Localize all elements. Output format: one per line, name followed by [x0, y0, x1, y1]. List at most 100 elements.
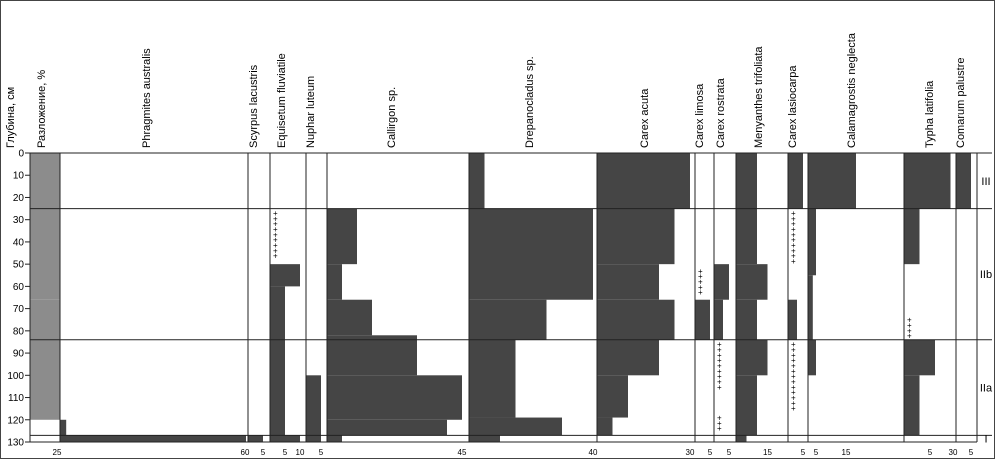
- scale-label: 15: [763, 448, 772, 457]
- trace-marker: +: [273, 225, 278, 234]
- trace-marker: +: [791, 214, 796, 223]
- scale-label: 15: [842, 448, 851, 457]
- trace-marker: +: [791, 230, 796, 239]
- scale-label: 5: [969, 448, 974, 457]
- trace-marker: +: [717, 372, 722, 381]
- bar-segment: [270, 264, 300, 287]
- depth-tick-label: 110: [8, 393, 24, 404]
- scale-label: 30: [686, 448, 695, 457]
- bar-segment: [736, 339, 768, 376]
- trace-marker: +: [907, 316, 912, 325]
- trace-marker: +: [791, 209, 796, 218]
- bar-segment: [60, 435, 246, 442]
- zone-label: IIa: [980, 383, 993, 395]
- scale-label: 5: [801, 448, 806, 457]
- bar-segment: [327, 335, 417, 376]
- zone-label: III: [981, 176, 990, 188]
- bar-segment: [469, 153, 485, 209]
- trace-marker: +: [273, 230, 278, 239]
- bar-segment: [597, 375, 628, 418]
- zone-label: I: [984, 434, 987, 446]
- bar-segment: [788, 153, 803, 209]
- bar-segment: [714, 299, 723, 340]
- frame-layer: [25, 152, 992, 443]
- trace-marker: +: [698, 277, 703, 286]
- series-title: Comarum palustre: [955, 58, 967, 148]
- trace-marker: +: [791, 383, 796, 392]
- series-title: Phragmites australis: [141, 48, 153, 148]
- series-title: Drepanocladus sp.: [524, 56, 536, 148]
- trace-marker: +: [791, 246, 796, 255]
- trace-marker: +: [791, 340, 796, 349]
- bar-segment: [469, 339, 516, 418]
- trace-marker: +: [273, 236, 278, 245]
- trace-marker: +: [791, 225, 796, 234]
- trace-marker: +: [907, 332, 912, 341]
- bar-segment: [736, 299, 757, 340]
- trace-marker: +: [791, 346, 796, 355]
- bar-segment: [736, 264, 768, 300]
- series-title: Разложение, %: [36, 70, 48, 148]
- trace-marker: +: [791, 220, 796, 229]
- bar-segment: [469, 208, 593, 300]
- trace-marker: +: [273, 209, 278, 218]
- bar-segment: [60, 419, 67, 436]
- depth-tick-label: 20: [13, 193, 25, 204]
- trace-marker: +: [717, 414, 722, 423]
- trace-marker: +: [717, 356, 722, 365]
- bar-segment: [306, 375, 321, 442]
- bar-segment: [808, 153, 856, 209]
- scale-label: 40: [589, 448, 598, 457]
- trace-marker: +: [717, 351, 722, 360]
- bar-segment: [788, 299, 797, 340]
- trace-marker: +: [791, 257, 796, 266]
- bar-segment: [327, 299, 372, 336]
- trace-marker: +: [717, 346, 722, 355]
- bar-segment: [736, 435, 747, 442]
- depth-tick-label: 70: [13, 304, 25, 315]
- trace-marker: +: [273, 252, 278, 261]
- trace-marker: +: [717, 362, 722, 371]
- depth-tick-label: 30: [13, 215, 25, 226]
- bar-segment: [904, 375, 920, 436]
- series-title: Carex rostrata: [715, 77, 727, 148]
- bar-segment: [736, 375, 757, 436]
- bar-segment: [327, 435, 342, 442]
- trace-marker: +: [273, 214, 278, 223]
- bar-segment: [808, 339, 816, 376]
- trace-marker: +: [907, 326, 912, 335]
- trace-marker: +: [907, 321, 912, 330]
- trace-marker: +: [698, 272, 703, 281]
- series-title: Carex acuta: [639, 88, 651, 148]
- zone-label: IIb: [980, 269, 992, 281]
- bar-segment: [597, 339, 659, 376]
- trace-marker: +: [791, 378, 796, 387]
- series-title: Nuphar luteum: [305, 76, 317, 148]
- depth-tick-label: 80: [13, 326, 25, 337]
- depth-tick-label: 50: [13, 260, 25, 271]
- series-title: Carex lasiocarpa: [787, 65, 799, 148]
- bar-segment: [270, 435, 300, 442]
- depth-tick-label: 10: [13, 171, 25, 182]
- trace-marker: +: [717, 367, 722, 376]
- scale-label: 60: [241, 448, 250, 457]
- depth-tick-label: 130: [7, 438, 24, 449]
- trace-marker: +: [717, 378, 722, 387]
- bar-segment: [956, 153, 971, 209]
- trace-marker: +: [717, 424, 722, 433]
- trace-marker: +: [791, 367, 796, 376]
- trace-marker: +: [273, 220, 278, 229]
- trace-marker: +: [791, 236, 796, 245]
- bar-segment: [597, 264, 659, 300]
- series-title: Menyanthes trifoliata: [753, 46, 765, 148]
- trace-marker: +: [791, 356, 796, 365]
- bar-segment: [714, 264, 729, 300]
- bar-segment: [469, 435, 500, 442]
- depth-axis-title: Глубина, см: [5, 87, 17, 148]
- trace-marker: +: [717, 383, 722, 392]
- trace-marker: +: [791, 241, 796, 250]
- bar-segment: [248, 435, 263, 442]
- scale-label: 30: [949, 448, 958, 457]
- bar-segment: [904, 208, 920, 265]
